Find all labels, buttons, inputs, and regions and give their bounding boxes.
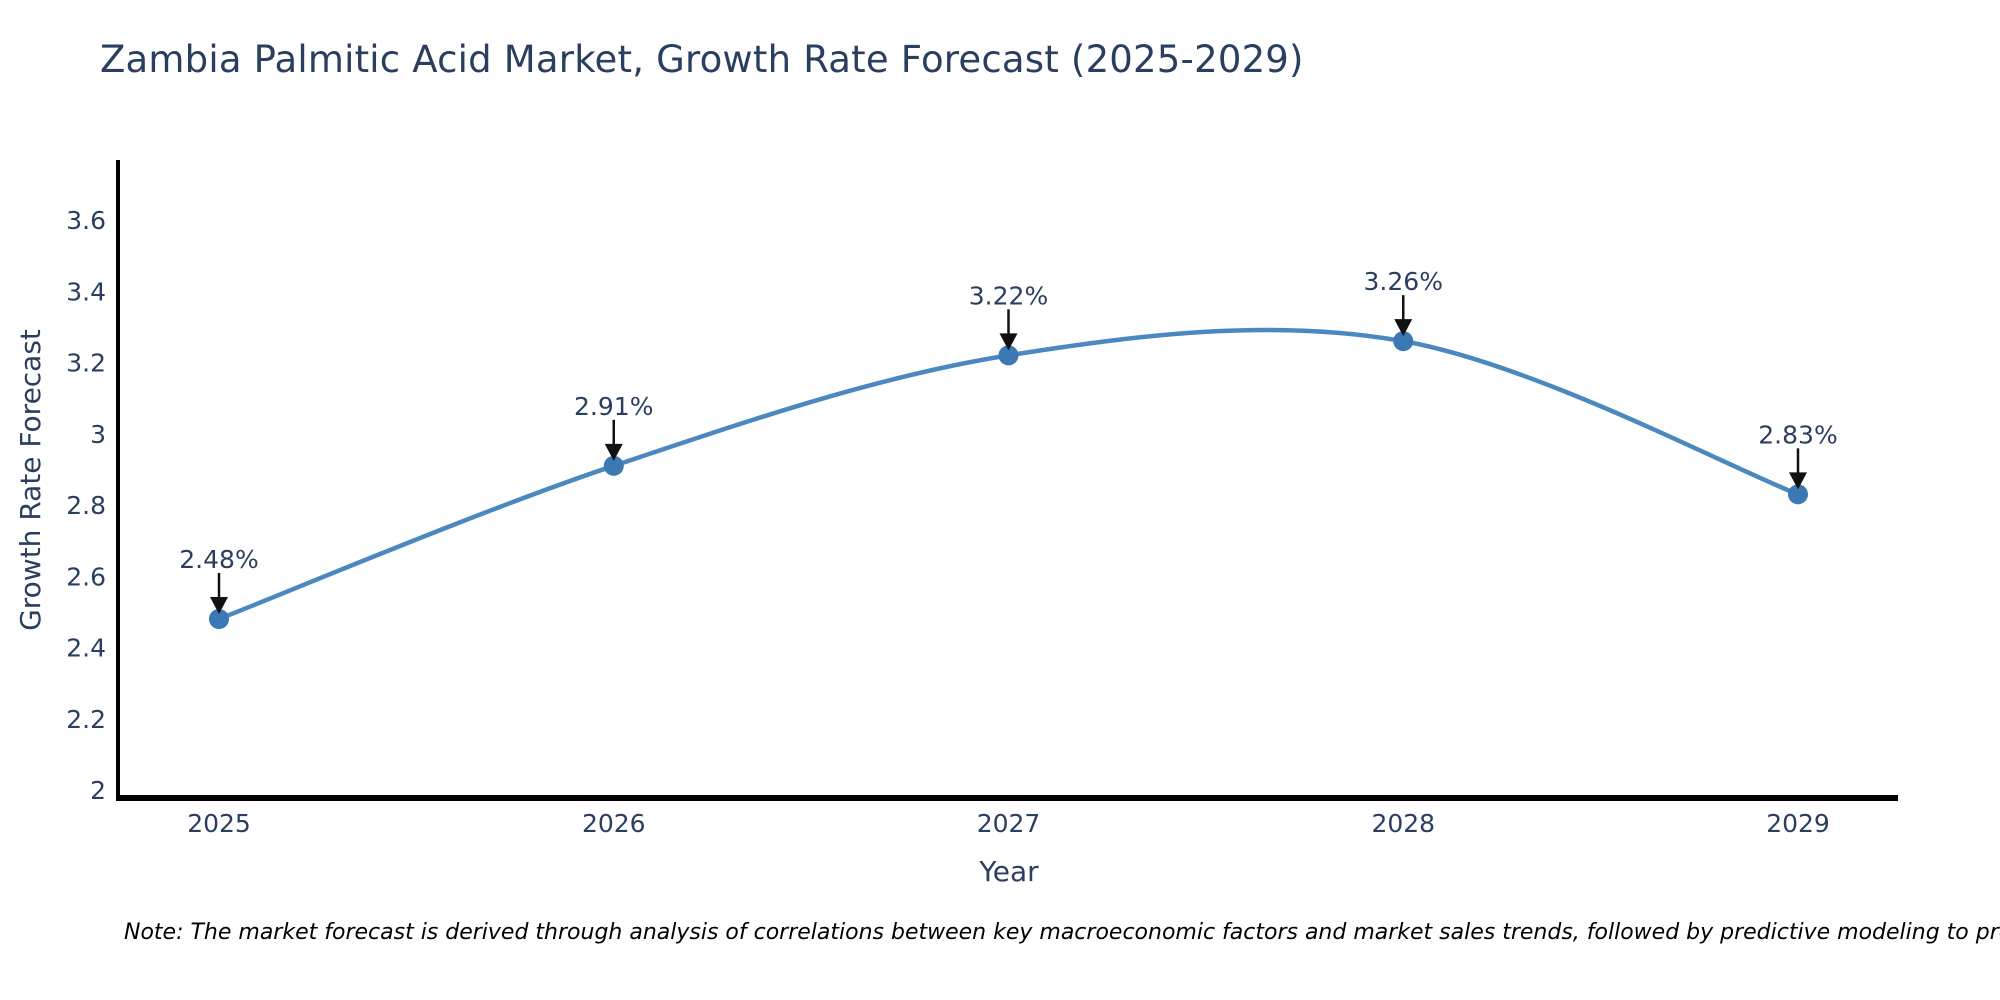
data-point-marker[interactable] [1393, 331, 1414, 352]
y-tick-label: 2.4 [66, 634, 106, 663]
y-tick-label: 3.6 [66, 206, 106, 235]
annotation-arrowhead-icon [999, 333, 1018, 351]
y-tick-label: 3 [90, 420, 106, 449]
y-axis-title: Growth Rate Forecast [14, 329, 47, 631]
data-point-marker[interactable] [209, 609, 229, 629]
annotation-arrowhead-icon [1394, 319, 1413, 337]
point-value-label: 3.26% [1364, 267, 1443, 296]
data-point-marker[interactable] [1788, 484, 1808, 505]
y-tick-label: 2 [90, 776, 106, 805]
y-tick-label: 2.2 [66, 705, 106, 734]
annotation-arrowhead-icon [210, 597, 228, 614]
x-tick-label: 2025 [187, 809, 251, 838]
data-point-marker[interactable] [998, 345, 1019, 366]
x-tick-label: 2026 [582, 809, 646, 838]
plot-area: 2 2.2 2.4 2.6 2.8 3 3.2 3.4 3.6 2025 2026 2027 2028 2… [66, 160, 1898, 838]
x-tick-label: 2029 [1766, 809, 1830, 838]
x-tick-label: 2027 [977, 809, 1041, 838]
x-axis-title: Year [978, 855, 1039, 888]
point-value-label: 2.48% [179, 545, 258, 574]
data-point-marker[interactable] [603, 455, 624, 476]
point-value-label: 2.91% [574, 392, 653, 421]
y-tick-label: 3.4 [66, 277, 106, 306]
chart-title: Zambia Palmitic Acid Market, Growth Rate… [100, 38, 1304, 81]
annotation-arrowhead-icon [1789, 472, 1807, 490]
series-line [216, 327, 1801, 622]
x-tick-label: 2028 [1371, 809, 1435, 838]
annotation-arrowhead-icon [604, 443, 623, 461]
footnote: Note: The market forecast is derived thr… [124, 920, 2000, 945]
y-tick-label: 2.6 [66, 562, 106, 591]
point-value-label: 3.22% [969, 281, 1048, 310]
y-tick-label: 2.8 [66, 491, 106, 520]
y-tick-label: 3.2 [66, 349, 106, 378]
point-value-label: 2.83% [1758, 420, 1837, 449]
